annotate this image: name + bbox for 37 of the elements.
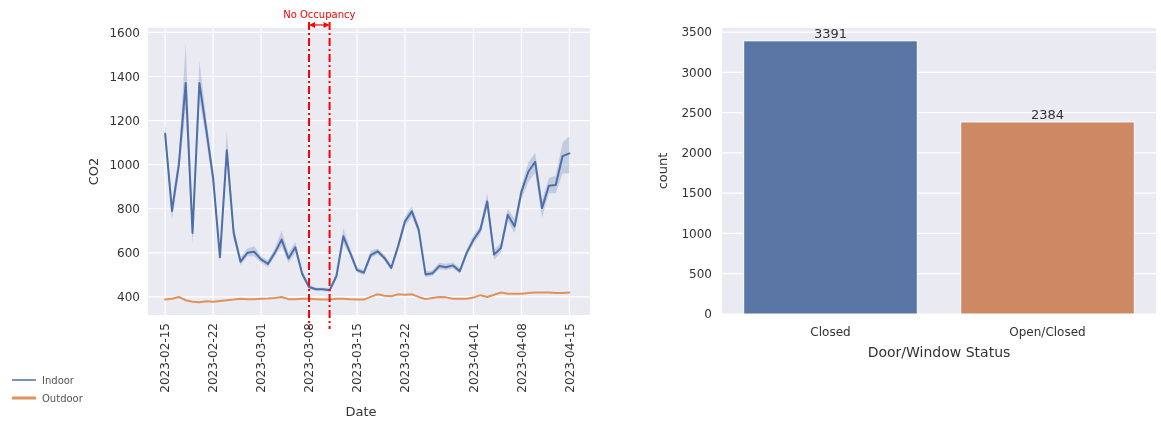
x-axis-title: Door/Window Status: [867, 344, 1011, 360]
x-tick-label: 2023-03-01: [254, 323, 269, 393]
y-tick-label: 1600: [109, 25, 140, 40]
legend-label: Outdoor: [42, 392, 84, 404]
x-tick-label: 2023-04-15: [562, 323, 577, 393]
legend-label: Indoor: [42, 374, 75, 386]
y-tick-label: 1000: [681, 226, 712, 241]
line-series: [164, 291, 571, 304]
x-tick-label: 2023-04-01: [466, 323, 481, 393]
x-tick-label: 2023-03-15: [350, 323, 365, 393]
data-label: 2384: [1030, 106, 1065, 122]
x-tick-label: 2023-03-08: [302, 323, 317, 393]
y-tick-label: 1200: [109, 113, 140, 128]
x-tick-label: 2023-03-22: [398, 323, 413, 393]
line-series: [164, 82, 571, 292]
x-tick-label: 2023-02-15: [158, 323, 173, 393]
y-tick-label: 800: [117, 201, 140, 216]
x-tick-label: Closed: [810, 325, 851, 339]
y-tick-label: 2500: [681, 105, 712, 120]
y-axis-title: CO2: [86, 157, 101, 186]
x-axis-title: Date: [345, 404, 377, 419]
y-tick-label: 600: [117, 246, 140, 261]
y-axis-title: count: [655, 152, 670, 190]
y-tick-label: 0: [704, 307, 712, 322]
y-tick-label: 1400: [109, 69, 140, 84]
y-tick-label: 1500: [681, 186, 712, 201]
y-tick-label: 2000: [681, 146, 712, 161]
data-label: 3391: [813, 25, 848, 41]
y-tick-label: 500: [689, 266, 712, 281]
y-tick-label: 3500: [681, 25, 712, 40]
y-tick-label: 400: [117, 290, 140, 305]
y-tick-label: 3000: [681, 65, 712, 80]
x-tick-label: Open/Closed: [1009, 325, 1086, 339]
x-tick-label: 2023-04-08: [514, 323, 529, 393]
x-tick-label: 2023-02-22: [206, 323, 221, 393]
y-tick-label: 1000: [109, 157, 140, 172]
text: No Occupancy: [283, 9, 356, 20]
